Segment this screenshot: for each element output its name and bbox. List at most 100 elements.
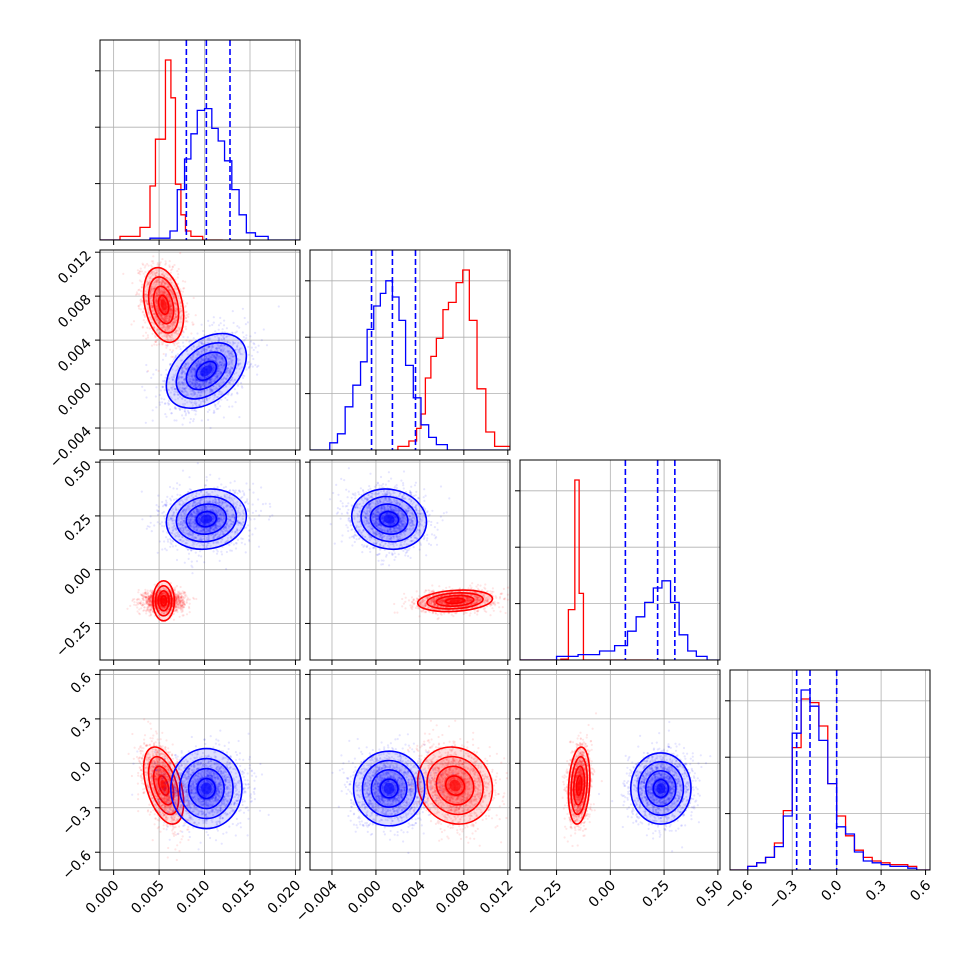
contour-line xyxy=(444,775,466,796)
density-series-1 xyxy=(353,751,425,826)
y-tick-label: −0.3 xyxy=(59,803,94,838)
histogram-series-0 xyxy=(520,479,654,660)
scatter-panel-2-1 xyxy=(305,459,511,665)
contour-line xyxy=(370,769,408,808)
histogram-series-0 xyxy=(100,59,223,240)
x-tick-label: 0.000 xyxy=(83,878,123,918)
contour-line xyxy=(444,597,466,605)
contour-line xyxy=(637,761,685,816)
y-tick-label: −0.25 xyxy=(53,619,95,661)
contour-line xyxy=(152,580,176,622)
contour-line xyxy=(147,755,180,816)
contours-series-1 xyxy=(170,747,243,830)
x-tick-label: 0.005 xyxy=(128,878,168,918)
contours-series-1 xyxy=(165,332,248,410)
scatter-panel-3-1: −0.004 0.000 0.004 0.008 0.012 xyxy=(293,669,517,925)
contour-line xyxy=(416,589,494,613)
contour-line xyxy=(435,765,475,806)
x-tick-label: 0.3 xyxy=(863,878,890,905)
x-tick-label: 0.008 xyxy=(433,878,473,918)
contour-line xyxy=(170,747,243,830)
density-series-1 xyxy=(351,489,427,550)
x-tick-label: 0.010 xyxy=(174,878,214,918)
contour-line xyxy=(369,503,409,535)
grid-lines xyxy=(310,250,510,450)
contour-line xyxy=(147,276,180,334)
contour-line xyxy=(360,495,418,543)
panel-frame xyxy=(309,249,511,451)
contour-line xyxy=(652,778,670,799)
axis-ticks xyxy=(95,70,296,245)
x-tick-label: 0.015 xyxy=(219,878,259,918)
panel-frame xyxy=(309,669,511,871)
contour-line xyxy=(378,510,400,528)
y-tick-label: 0.012 xyxy=(55,248,95,288)
panel-frame xyxy=(99,459,301,661)
contours-series-0 xyxy=(567,746,591,825)
y-tick-label: 0.004 xyxy=(55,336,95,376)
y-tick-label: −0.6 xyxy=(59,848,94,883)
scatter-panel-3-0: 0.000 0.005 0.010 0.015 0.020−0.6−0.30.00.30… xyxy=(59,669,304,918)
panel-frame xyxy=(519,669,721,871)
contour-line xyxy=(187,767,225,810)
contour-line xyxy=(350,488,428,551)
contour-line xyxy=(142,266,185,344)
grid-lines xyxy=(100,40,300,240)
contours-series-0 xyxy=(152,580,176,622)
contour-line xyxy=(570,755,589,816)
contour-line xyxy=(175,495,238,543)
panel-frame xyxy=(729,669,931,871)
contours-series-1 xyxy=(350,488,428,551)
contour-line xyxy=(426,591,484,610)
grid-lines xyxy=(730,670,930,870)
x-tick-label: 0.000 xyxy=(345,878,385,918)
x-tick-label: 0.6 xyxy=(907,877,934,904)
contour-line xyxy=(567,746,591,825)
y-tick-label: 0.6 xyxy=(68,670,95,697)
contour-line xyxy=(175,342,238,400)
contour-line xyxy=(416,746,494,825)
contour-line xyxy=(185,503,228,535)
contours-series-1 xyxy=(352,750,426,827)
density-series-1 xyxy=(630,752,691,825)
contour-line xyxy=(379,778,399,799)
marginal-panel-3: −0.6 −0.3 0.0 0.3 0.6 xyxy=(721,669,934,913)
y-tick-label: 0.000 xyxy=(55,380,95,420)
contours-series-0 xyxy=(416,589,494,613)
histogram-series-1 xyxy=(520,580,720,660)
contour-line xyxy=(195,360,218,382)
x-tick-label: −0.6 xyxy=(721,877,756,912)
contour-line xyxy=(160,595,168,607)
contours-series-0 xyxy=(142,266,185,344)
histogram-series-1 xyxy=(310,280,510,450)
contours-series-1 xyxy=(165,488,248,551)
density-series-0 xyxy=(143,267,184,343)
contour-line xyxy=(435,594,475,608)
x-tick-label: 0.00 xyxy=(586,878,619,911)
panel-frame xyxy=(99,39,301,241)
axis-ticks: −0.25 0.00 0.25 0.50 xyxy=(515,673,727,919)
histogram-series-0 xyxy=(730,698,930,870)
contour-line xyxy=(185,351,228,391)
contour-line xyxy=(152,285,175,325)
histogram-series-1 xyxy=(100,107,300,240)
contour-line xyxy=(157,775,170,796)
marginal-panel-0 xyxy=(95,39,301,245)
y-tick-label: 0.0 xyxy=(68,759,95,786)
x-tick-label: 0.012 xyxy=(477,878,517,918)
grid-lines xyxy=(310,460,510,660)
panel-frame xyxy=(99,249,301,451)
x-tick-label: 0.004 xyxy=(389,877,429,917)
y-tick-label: 0.25 xyxy=(61,511,94,544)
y-tick-label: 0.3 xyxy=(68,714,95,741)
contour-line xyxy=(165,488,248,551)
grid-lines xyxy=(520,460,720,660)
contour-line xyxy=(629,752,692,825)
x-tick-label: 0.25 xyxy=(640,878,673,911)
contour-line xyxy=(195,510,218,528)
x-tick-label: 0.50 xyxy=(693,878,726,911)
y-tick-label: 0.008 xyxy=(55,292,95,332)
contour-line xyxy=(645,769,677,808)
contours-series-0 xyxy=(142,746,185,825)
